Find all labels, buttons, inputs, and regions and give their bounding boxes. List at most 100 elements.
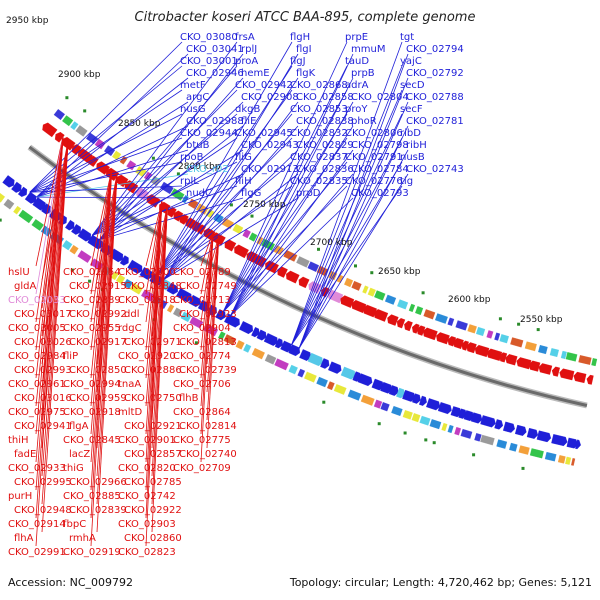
- gene-feature: [460, 428, 473, 439]
- gene-feature: [112, 150, 122, 161]
- gene-feature: [536, 430, 552, 443]
- gene-feature: [402, 410, 413, 420]
- label-connector: [96, 172, 118, 533]
- gene-feature: [426, 398, 441, 411]
- gene-feature: [307, 261, 320, 273]
- reverse-gene-label: gldA: [14, 281, 36, 292]
- forward-gene-label: nusG: [180, 104, 206, 115]
- rna-marker: [194, 341, 198, 345]
- reverse-gene-label: mltD: [118, 407, 142, 418]
- forward-gene-label: CKO_02868: [290, 80, 348, 91]
- gene-feature: [235, 340, 245, 350]
- forward-gene-label: CKO_02858: [296, 92, 354, 103]
- gene-feature: [166, 304, 175, 313]
- rna-marker: [176, 172, 180, 176]
- forward-gene-label: nusB: [400, 152, 425, 163]
- gene-feature: [65, 219, 75, 231]
- kbp-tick-label: 2750 kbp: [243, 200, 286, 210]
- gene-feature: [307, 352, 323, 367]
- reverse-gene-label: CKO_02739: [179, 365, 237, 376]
- forward-gene-label: phoR: [351, 116, 377, 127]
- gene-feature: [70, 121, 79, 131]
- reverse-gene-label: flhB: [179, 393, 199, 404]
- gene-feature: [436, 332, 450, 345]
- gene-feature: [31, 219, 44, 231]
- gene-feature: [344, 277, 354, 288]
- forward-gene-label: argC: [186, 92, 209, 103]
- gene-feature: [509, 442, 518, 452]
- forward-gene-label: btuB: [186, 140, 210, 151]
- forward-gene-label: CKO_02835: [290, 176, 348, 187]
- reverse-gene-label: fliP: [63, 351, 78, 362]
- reverse-gene-label: CKO_02959: [69, 393, 127, 404]
- reverse-gene-label: CKO_02789: [173, 267, 231, 278]
- label-connector: [98, 77, 244, 241]
- kbp-tick-label: 2650 kbp: [378, 267, 421, 277]
- label-connector: [163, 77, 299, 280]
- gene-feature: [474, 433, 482, 442]
- gene-feature: [274, 338, 283, 349]
- gene-feature: [454, 426, 462, 436]
- forward-gene-label: CKO_02853: [290, 104, 348, 115]
- reverse-gene-label: CKO_02901: [118, 435, 176, 446]
- forward-gene-label: CKO_02945: [235, 128, 293, 139]
- forward-gene-label: CKO_02804: [351, 92, 409, 103]
- gene-feature: [136, 187, 150, 201]
- reverse-gene-label: CKO_02921: [124, 421, 182, 432]
- rna-marker: [151, 156, 155, 160]
- reverse-gene-label: CKO_02742: [118, 491, 176, 502]
- forward-gene-label: CKO_02832: [290, 128, 348, 139]
- gene-feature: [470, 412, 483, 424]
- gene-feature: [516, 357, 532, 370]
- forward-cds-ring: [2, 175, 581, 450]
- gene-feature: [166, 282, 178, 295]
- label-connector: [98, 125, 244, 241]
- reverse-gene-label: CKO_02864: [173, 407, 231, 418]
- forward-gene-label: CKO_02837: [290, 152, 348, 163]
- forward-gene-label: tig: [400, 176, 413, 187]
- forward-gene-label: CKO_02781: [406, 116, 464, 127]
- label-connector: [90, 169, 113, 379]
- forward-gene-label: CKO_02836: [296, 164, 354, 175]
- rna-marker: [517, 322, 521, 326]
- forward-gene-label: CKO_02838: [296, 116, 354, 127]
- gene-feature: [351, 280, 362, 291]
- gene-feature: [62, 115, 74, 127]
- gene-feature: [388, 385, 399, 396]
- forward-gene-label: CKO_r02: [186, 164, 229, 175]
- reverse-gene-label: CKO_02750: [124, 393, 182, 404]
- gene-feature: [328, 361, 342, 374]
- reverse-gene-label: CKO_02889: [63, 295, 121, 306]
- gene-feature: [288, 344, 301, 357]
- gene-feature: [367, 287, 376, 297]
- label-connector: [291, 41, 403, 345]
- gene-feature: [124, 180, 139, 194]
- gene-feature: [415, 306, 424, 316]
- gene-feature: [518, 445, 530, 455]
- gene-feature: [256, 329, 267, 341]
- rna-marker: [424, 438, 428, 442]
- forward-gene-label: prpB: [351, 68, 375, 79]
- gene-feature: [360, 394, 375, 406]
- reverse-gene-label: CKO_02914: [8, 519, 66, 530]
- gene-feature: [327, 381, 335, 391]
- label-connector: [91, 41, 238, 236]
- gene-feature: [119, 255, 129, 266]
- forward-gene-label: CKO_02794: [406, 44, 464, 55]
- label-connector: [200, 231, 214, 267]
- label-connector: [291, 161, 403, 346]
- forward-gene-label: CKO_02806: [345, 128, 403, 139]
- forward-gene-label: CKO_02784: [351, 164, 409, 175]
- gene-feature: [526, 427, 539, 439]
- reverse-gene-label: CKO_02955: [63, 323, 121, 334]
- forward-gene-label: CKO_02946: [186, 68, 244, 79]
- reverse-gene-label: CKO_02903: [118, 519, 176, 530]
- reverse-rna-ring: [65, 96, 540, 332]
- reverse-gene-label: CKO_02984: [8, 351, 66, 362]
- reverse-gene-label: fbpC: [63, 519, 86, 530]
- gene-feature: [373, 309, 389, 322]
- gene-feature: [103, 145, 116, 157]
- label-connector: [90, 169, 113, 295]
- forward-gene-label: tgt: [400, 32, 414, 43]
- forward-gene-label: CKO_03041: [186, 44, 244, 55]
